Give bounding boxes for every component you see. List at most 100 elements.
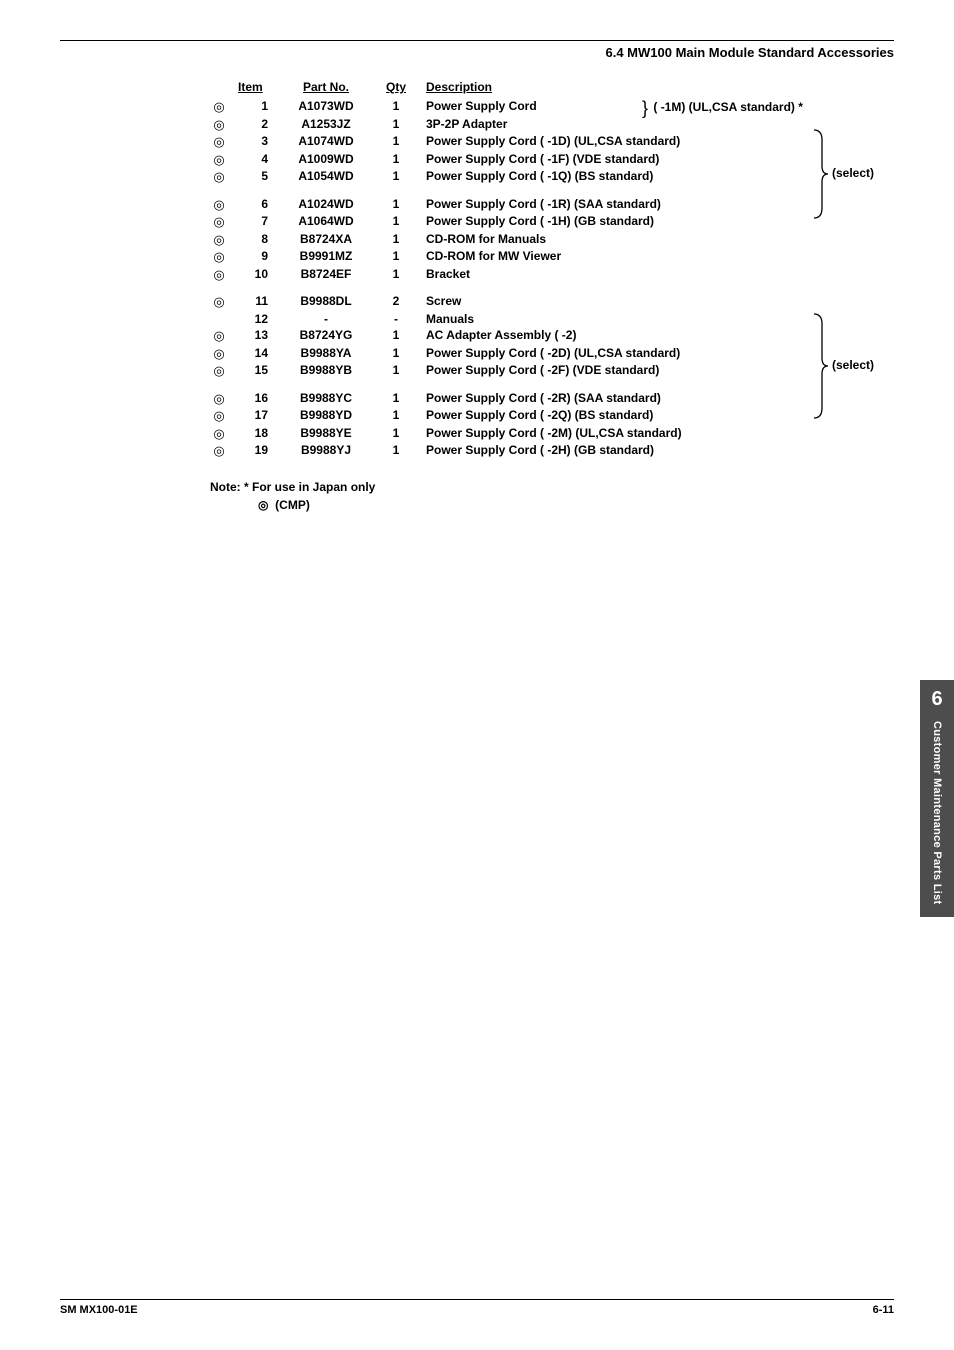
cmp-mark: ◎	[210, 442, 238, 460]
table-row: ◎16B9988YC1Power Supply Cord ( -2R) (SAA…	[210, 390, 692, 408]
qty: 1	[376, 196, 426, 214]
part-no: A1009WD	[286, 151, 376, 169]
item-no: 5	[238, 168, 286, 186]
item-no: 3	[238, 133, 286, 151]
item-no: 16	[238, 390, 286, 408]
cmp-mark: ◎	[210, 151, 238, 169]
description: Power Supply Cord ( -2D) (UL,CSA standar…	[426, 345, 692, 363]
description: CD-ROM for MW Viewer	[426, 248, 692, 266]
item-no: 15	[238, 362, 286, 380]
cmp-mark: ◎	[210, 390, 238, 408]
table-row: ◎1A1073WD1Power Supply Cord	[210, 98, 692, 116]
description: AC Adapter Assembly ( -2)	[426, 327, 692, 345]
col-qty: Qty	[386, 80, 406, 94]
cmp-mark: ◎	[210, 98, 238, 116]
part-no: B8724XA	[286, 231, 376, 249]
brace-select1-icon	[812, 128, 830, 220]
select2-label: (select)	[832, 358, 874, 372]
brace-1m-group: } ( -1M) (UL,CSA standard) *	[640, 100, 803, 114]
table-row: ◎3A1074WD1Power Supply Cord ( -1D) (UL,C…	[210, 133, 692, 151]
item-no: 10	[238, 266, 286, 284]
part-no: B9988YJ	[286, 442, 376, 460]
description: Power Supply Cord ( -1H) (GB standard)	[426, 213, 692, 231]
item-no: 1	[238, 98, 286, 116]
qty: 1	[376, 425, 426, 443]
table-row: ◎8B8724XA1CD-ROM for Manuals	[210, 231, 692, 249]
footer-right: 6-11	[873, 1304, 894, 1316]
description: Power Supply Cord ( -2H) (GB standard)	[426, 442, 692, 460]
description: Power Supply Cord ( -2M) (UL,CSA standar…	[426, 425, 692, 443]
item-no: 13	[238, 327, 286, 345]
qty: 1	[376, 442, 426, 460]
cmp-mark: ◎	[210, 345, 238, 363]
qty: 1	[376, 133, 426, 151]
col-part: Part No.	[303, 80, 349, 94]
description: Power Supply Cord ( -2R) (SAA standard)	[426, 390, 692, 408]
item-no: 19	[238, 442, 286, 460]
description: Bracket	[426, 266, 692, 284]
cmp-mark: ◎	[210, 266, 238, 284]
table-row: ◎15B9988YB1Power Supply Cord ( -2F) (VDE…	[210, 362, 692, 380]
table-row: 12--Manuals	[210, 311, 692, 327]
footer-left: SM MX100-01E	[60, 1304, 138, 1316]
cmp-mark: ◎	[210, 231, 238, 249]
part-no: A1064WD	[286, 213, 376, 231]
item-no: 17	[238, 407, 286, 425]
brace-icon: }	[642, 102, 648, 114]
note-line-1: Note: * For use in Japan only	[210, 478, 894, 496]
part-no: B9988YD	[286, 407, 376, 425]
part-no: B9991MZ	[286, 248, 376, 266]
table-row: ◎11B9988DL2Screw	[210, 293, 692, 311]
table-row: ◎10B8724EF1Bracket	[210, 266, 692, 284]
cmp-mark: ◎	[210, 196, 238, 214]
table-row: ◎6A1024WD1Power Supply Cord ( -1R) (SAA …	[210, 196, 692, 214]
part-no: A1073WD	[286, 98, 376, 116]
qty: 1	[376, 407, 426, 425]
part-no: B9988YA	[286, 345, 376, 363]
note-block: Note: * For use in Japan only ◎ (CMP)	[210, 478, 894, 514]
note-cmp-label: (CMP)	[275, 498, 310, 512]
cmp-mark: ◎	[210, 213, 238, 231]
page-footer: SM MX100-01E 6-11	[60, 1299, 894, 1316]
description: Power Supply Cord ( -2Q) (BS standard)	[426, 407, 692, 425]
item-no: 4	[238, 151, 286, 169]
select1-label: (select)	[832, 166, 874, 180]
chapter-title: Customer Maintenance Parts List	[931, 717, 943, 917]
description: Power Supply Cord ( -2F) (VDE standard)	[426, 362, 692, 380]
table-row: ◎14B9988YA1Power Supply Cord ( -2D) (UL,…	[210, 345, 692, 363]
item-no: 2	[238, 116, 286, 134]
cmp-mark: ◎	[210, 327, 238, 345]
part-no: A1074WD	[286, 133, 376, 151]
description: CD-ROM for Manuals	[426, 231, 692, 249]
description: Screw	[426, 293, 692, 311]
part-no: B9988YC	[286, 390, 376, 408]
qty: 1	[376, 98, 426, 116]
qty: 1	[376, 168, 426, 186]
item-no: 12	[238, 311, 286, 327]
qty: 1	[376, 213, 426, 231]
item-no: 18	[238, 425, 286, 443]
description: Power Supply Cord ( -1F) (VDE standard)	[426, 151, 692, 169]
item-no: 6	[238, 196, 286, 214]
qty: 1	[376, 345, 426, 363]
part-no: A1253JZ	[286, 116, 376, 134]
part-no: B9988YB	[286, 362, 376, 380]
part-no: B8724YG	[286, 327, 376, 345]
cmp-mark: ◎	[210, 168, 238, 186]
table-row: ◎4A1009WD1Power Supply Cord ( -1F) (VDE …	[210, 151, 692, 169]
cmp-mark: ◎	[210, 425, 238, 443]
table-row: ◎7A1064WD1Power Supply Cord ( -1H) (GB s…	[210, 213, 692, 231]
item-no: 7	[238, 213, 286, 231]
note-cmp-symbol: ◎	[258, 498, 268, 512]
qty: 1	[376, 390, 426, 408]
section-title: 6.4 MW100 Main Module Standard Accessori…	[60, 45, 894, 60]
cmp-mark: ◎	[210, 407, 238, 425]
part-no: B9988DL	[286, 293, 376, 311]
qty: 1	[376, 231, 426, 249]
table-row: ◎9B9991MZ1CD-ROM for MW Viewer	[210, 248, 692, 266]
qty: 1	[376, 266, 426, 284]
description: Power Supply Cord ( -1Q) (BS standard)	[426, 168, 692, 186]
table-row: ◎17B9988YD1Power Supply Cord ( -2Q) (BS …	[210, 407, 692, 425]
cmp-mark: ◎	[210, 116, 238, 134]
cmp-mark	[210, 311, 238, 327]
